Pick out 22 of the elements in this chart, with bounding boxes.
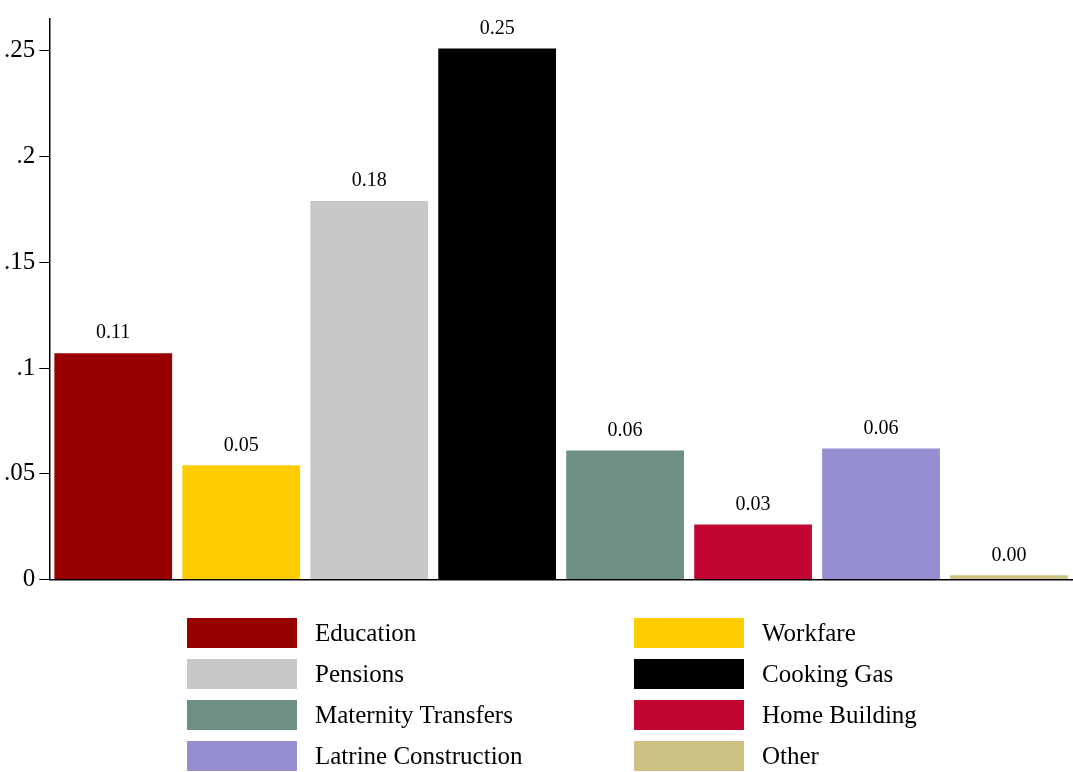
legend-label: Cooking Gas	[762, 660, 894, 688]
legend-label: Other	[762, 742, 819, 770]
legend-label: Latrine Construction	[315, 742, 523, 770]
y-tick-label: .1	[16, 352, 36, 380]
legend-label: Education	[315, 619, 417, 647]
y-tick-label: .15	[4, 246, 36, 274]
legend-label: Maternity Transfers	[315, 701, 513, 729]
legend-label: Home Building	[762, 701, 917, 729]
y-tick-label: 0	[22, 564, 36, 592]
y-tick-label: .2	[16, 141, 36, 169]
data-label: 0.18	[351, 168, 387, 191]
data-label: 0.05	[223, 432, 259, 455]
y-tick-label: .05	[4, 458, 36, 486]
y-tick-label: .25	[4, 35, 36, 63]
legend-label: Pensions	[315, 660, 404, 688]
data-label: 0.25	[479, 15, 515, 38]
data-label: 0.00	[991, 542, 1027, 565]
data-label: 0.06	[607, 417, 643, 440]
data-label: 0.06	[863, 415, 899, 438]
data-label: 0.03	[735, 491, 771, 514]
data-label: 0.11	[96, 320, 131, 343]
legend-label: Workfare	[762, 619, 856, 647]
